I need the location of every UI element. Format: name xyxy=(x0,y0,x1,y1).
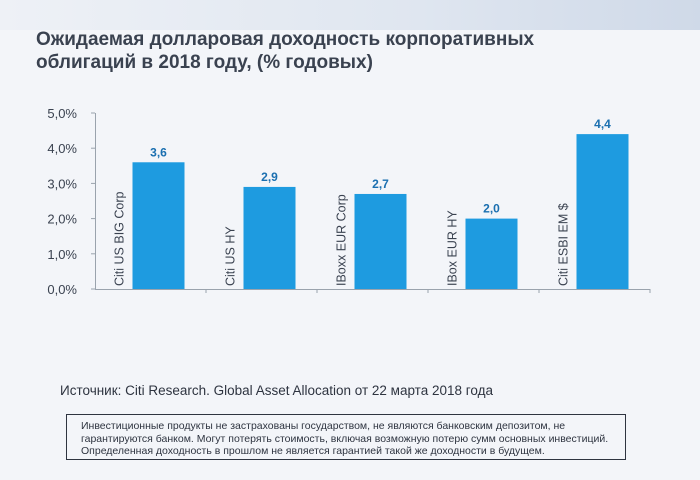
y-tick-label: 3,0% xyxy=(47,176,77,191)
source-note: Источник: Citi Research. Global Asset Al… xyxy=(60,383,493,398)
y-tick-label: 4,0% xyxy=(47,141,77,156)
category-label: IBoxx EUR Corp xyxy=(335,194,349,286)
bar xyxy=(243,186,296,289)
category-label: Citi ESBI EM $ xyxy=(557,203,571,286)
y-tick-label: 0,0% xyxy=(47,282,77,297)
bar xyxy=(465,218,518,289)
disclaimer-text: Инвестиционные продукты не застрахованы … xyxy=(81,420,609,457)
bar-value-label: 2,9 xyxy=(261,170,278,184)
y-tick-label: 2,0% xyxy=(47,212,77,227)
chart-title: Ожидаемая долларовая доходность корпорат… xyxy=(36,29,535,73)
category-label: IBox EUR HY xyxy=(446,210,460,286)
bar xyxy=(132,162,185,289)
bar xyxy=(576,134,629,289)
bar-value-label: 2,0 xyxy=(483,202,500,216)
y-tick-label: 1,0% xyxy=(47,247,77,262)
category-label: Citi US BIG Corp xyxy=(113,191,127,286)
bar-value-label: 4,4 xyxy=(594,117,611,131)
y-tick-label: 5,0% xyxy=(47,106,77,121)
disclaimer-box: Инвестиционные продукты не застрахованы … xyxy=(66,414,626,460)
bar-value-label: 3,6 xyxy=(150,145,167,159)
bar xyxy=(354,193,407,289)
header-band xyxy=(0,0,700,30)
category-label: Citi US HY xyxy=(224,226,238,286)
bar-value-label: 2,7 xyxy=(372,177,389,191)
